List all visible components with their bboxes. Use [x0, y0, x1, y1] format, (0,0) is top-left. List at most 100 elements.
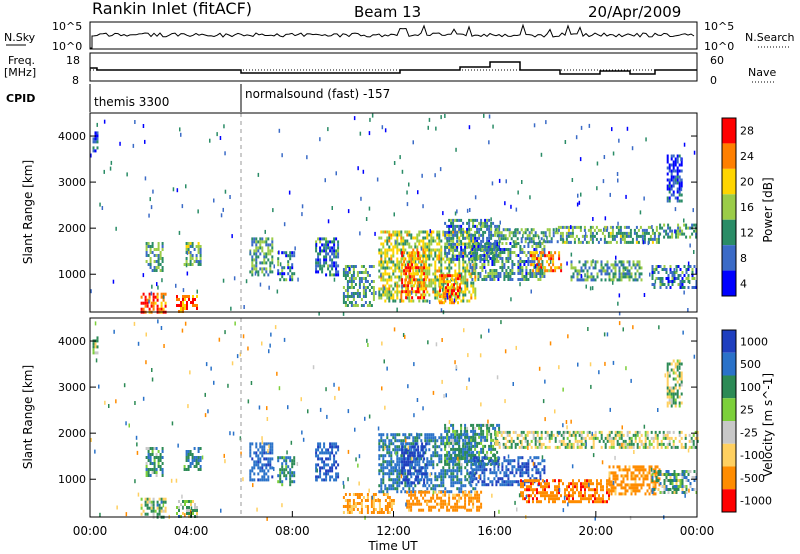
power-cell-4 [261, 267, 264, 271]
power-cell-17 [691, 277, 694, 280]
velocity-cell-10 [430, 505, 433, 509]
power-cell-4 [251, 267, 254, 271]
velocity-cell-8 [424, 436, 427, 440]
power-cell-4 [255, 240, 258, 244]
velocity-cell-12 [483, 468, 486, 472]
power-cell-8 [426, 299, 429, 303]
velocity-cell-7 [388, 505, 391, 508]
power-cell-10 [445, 295, 447, 299]
velocity-cell-5 [291, 465, 294, 469]
power-cell-6 [319, 264, 322, 268]
velocity-cell-12 [501, 465, 504, 469]
power-cell-6 [323, 261, 326, 265]
power-cell-11 [454, 257, 457, 261]
velocity-cell-7 [360, 502, 363, 505]
velocity-cell-12 [529, 477, 532, 481]
power-scatter-echo [539, 268, 541, 272]
power-cell-16 [570, 275, 573, 279]
power-cell-16 [586, 260, 589, 264]
velocity-cell-6 [329, 478, 332, 482]
power-cell-16 [620, 275, 623, 279]
power-cell-7 [358, 277, 361, 280]
velocity-cell-10 [476, 505, 479, 509]
velocity-cell-8 [396, 469, 399, 473]
power-cell-12 [517, 260, 520, 263]
velocity-cell-6 [333, 454, 336, 458]
velocity-cell-6 [335, 472, 338, 476]
power-cell-14 [542, 251, 545, 255]
velocity-cell-8 [390, 484, 393, 488]
velocity-cell-8 [464, 433, 467, 437]
power-cell-8 [436, 242, 439, 246]
velocity-cell-4 [267, 478, 270, 482]
power-cell-8 [380, 296, 383, 300]
velocity-cell-7 [370, 499, 373, 502]
power-cell-11 [494, 224, 497, 228]
power-cell-12 [521, 269, 524, 272]
velocity-cell-5 [293, 456, 296, 460]
power-cell-8 [400, 260, 403, 264]
velocity-cell-8 [460, 472, 463, 476]
velocity-cell-13 [628, 439, 631, 443]
velocity-cell-13 [584, 445, 587, 449]
velocity-cell-8 [444, 487, 447, 491]
velocity-cell-13 [580, 436, 583, 440]
velocity-cell-11 [464, 435, 467, 439]
velocity-cell-13 [594, 436, 597, 440]
power-cell-7 [354, 265, 357, 268]
velocity-cell-6 [319, 472, 322, 476]
power-cell-19 [670, 163, 673, 167]
velocity-cell-8 [398, 475, 401, 479]
power-cell-16 [596, 260, 599, 264]
power-cell-4 [257, 246, 260, 250]
velocity-cell-6 [331, 475, 334, 479]
power-cell-7 [342, 271, 345, 274]
velocity-cell-12 [517, 468, 520, 472]
power-cell-6 [325, 261, 328, 265]
power-cell-10 [443, 280, 445, 284]
velocity-cell-8 [384, 454, 387, 458]
velocity-cell-12 [489, 459, 492, 463]
power-cell-0 [160, 304, 163, 308]
power-cell-16 [624, 275, 627, 279]
velocity-cell-13 [570, 445, 573, 449]
power-cell-8 [430, 281, 433, 285]
power-cell-16 [570, 263, 573, 267]
power-cell-14 [540, 257, 543, 261]
power-cell-8 [440, 245, 443, 249]
power-cell-12 [541, 248, 544, 251]
power-cell-11 [496, 224, 499, 228]
power-colorbar-swatch-3 [722, 194, 736, 220]
power-cell-12 [483, 254, 486, 257]
velocity-cell-12 [535, 456, 538, 460]
velocity-cell-10 [410, 505, 413, 509]
power-cell-3 [161, 260, 164, 263]
power-scatter-echo [460, 246, 463, 251]
power-cell-12 [493, 248, 496, 251]
power-cell-8 [386, 296, 389, 300]
velocity-cell-10 [420, 490, 423, 494]
velocity-cell-3 [157, 462, 160, 465]
power-cell-12 [483, 257, 486, 260]
velocity-cell-11 [490, 444, 493, 448]
velocity-cell-11 [472, 438, 475, 442]
power-cell-12 [543, 275, 546, 278]
power-cell-8 [450, 245, 453, 249]
power-cell-8 [398, 233, 401, 237]
velocity-cell-12 [539, 477, 542, 481]
velocity-cell-10 [410, 496, 413, 500]
velocity-cell-4 [249, 448, 252, 452]
velocity-cell-6 [327, 457, 330, 461]
velocity-cell-12 [473, 459, 476, 463]
power-cell-12 [497, 245, 500, 248]
power-cell-6 [335, 255, 338, 259]
power-cell-8 [428, 293, 431, 297]
power-cell-15 [619, 228, 622, 232]
velocity-cell-8 [380, 484, 383, 488]
power-cell-16 [622, 269, 625, 273]
power-cell-16 [588, 266, 591, 270]
velocity-cell-13 [612, 439, 615, 443]
power-cell-7 [372, 280, 375, 283]
power-cell-8 [420, 284, 423, 288]
power-scatter-echo [259, 282, 262, 287]
